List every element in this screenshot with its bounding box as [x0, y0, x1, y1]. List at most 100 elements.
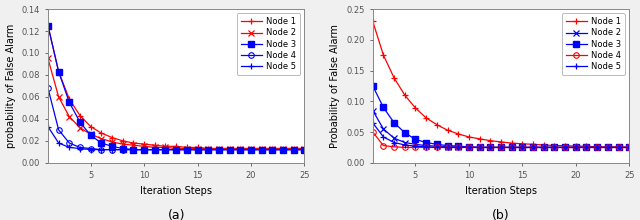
Node 3 — [454, 145, 462, 148]
Node 2 — [476, 146, 483, 149]
Node 4 — [550, 146, 558, 149]
Node 3 — [65, 101, 73, 104]
Node 1 — [301, 147, 308, 150]
Node 4 — [215, 148, 223, 151]
Node 3 — [162, 148, 170, 151]
Node 5 — [290, 148, 298, 151]
Node 3 — [593, 146, 601, 149]
Node 2 — [194, 147, 202, 150]
Node 1 — [444, 129, 451, 132]
Line: Node 3: Node 3 — [45, 23, 307, 152]
Node 5 — [380, 136, 387, 138]
Node 5 — [65, 146, 73, 149]
Node 2 — [561, 146, 569, 149]
Node 2 — [614, 146, 622, 149]
Node 2 — [129, 144, 137, 147]
Node 4 — [172, 148, 180, 151]
Node 2 — [44, 57, 52, 60]
Node 4 — [258, 148, 266, 151]
Node 4 — [572, 146, 580, 149]
Node 3 — [401, 131, 408, 134]
Node 4 — [508, 146, 515, 149]
Node 3 — [604, 146, 612, 149]
Node 1 — [44, 24, 52, 27]
Node 1 — [550, 144, 558, 147]
Node 3 — [183, 148, 191, 151]
Node 5 — [119, 148, 127, 151]
Node 5 — [236, 148, 244, 151]
Node 5 — [486, 146, 494, 149]
Node 5 — [454, 146, 462, 149]
Node 2 — [433, 145, 441, 148]
Line: Node 4: Node 4 — [45, 85, 307, 152]
Node 2 — [226, 147, 234, 150]
Node 3 — [561, 146, 569, 149]
Node 1 — [433, 123, 441, 126]
Node 3 — [550, 146, 558, 149]
Node 5 — [518, 146, 526, 149]
Node 3 — [444, 144, 451, 147]
Node 3 — [44, 24, 52, 27]
Node 1 — [204, 147, 212, 150]
Node 1 — [279, 147, 287, 150]
Node 2 — [593, 146, 601, 149]
Node 2 — [497, 146, 505, 149]
Node 1 — [140, 143, 148, 145]
Node 5 — [108, 148, 116, 151]
Node 2 — [258, 147, 266, 150]
Node 5 — [508, 146, 515, 149]
Text: (a): (a) — [168, 209, 185, 220]
Node 1 — [625, 146, 633, 149]
Node 2 — [401, 141, 408, 144]
Node 4 — [390, 145, 398, 148]
Node 5 — [476, 146, 483, 149]
Node 2 — [465, 146, 473, 149]
Node 3 — [433, 143, 441, 146]
Node 2 — [183, 147, 191, 150]
Node 4 — [194, 148, 202, 151]
Node 4 — [593, 146, 601, 149]
Node 4 — [269, 148, 276, 151]
Node 3 — [625, 146, 633, 149]
Node 5 — [401, 144, 408, 146]
Node 4 — [614, 146, 622, 149]
Node 1 — [119, 139, 127, 142]
Node 4 — [422, 146, 430, 149]
Node 5 — [151, 148, 159, 151]
Node 2 — [247, 147, 255, 150]
Node 5 — [129, 148, 137, 151]
Node 3 — [204, 148, 212, 151]
Node 1 — [129, 142, 137, 144]
Node 1 — [290, 147, 298, 150]
Node 2 — [204, 147, 212, 150]
Node 2 — [269, 147, 276, 150]
Node 2 — [454, 145, 462, 148]
Node 1 — [593, 145, 601, 148]
Node 2 — [279, 147, 287, 150]
Node 3 — [236, 148, 244, 151]
Node 3 — [518, 146, 526, 149]
Node 1 — [55, 70, 63, 73]
Node 4 — [279, 148, 287, 151]
Node 5 — [279, 148, 287, 151]
Node 2 — [301, 147, 308, 150]
Node 3 — [140, 148, 148, 151]
Node 1 — [369, 20, 376, 23]
Node 2 — [290, 147, 298, 150]
Node 1 — [486, 139, 494, 142]
Node 2 — [236, 147, 244, 150]
Node 5 — [162, 148, 170, 151]
Node 3 — [529, 146, 537, 149]
Node 2 — [444, 145, 451, 148]
Node 2 — [412, 143, 419, 146]
Node 3 — [476, 146, 483, 149]
Node 3 — [486, 146, 494, 149]
Node 5 — [172, 148, 180, 151]
Node 2 — [508, 146, 515, 149]
Line: Node 2: Node 2 — [45, 56, 307, 151]
Node 4 — [540, 146, 548, 149]
Node 4 — [76, 146, 84, 149]
Node 2 — [540, 146, 548, 149]
Node 3 — [129, 148, 137, 151]
Node 4 — [380, 144, 387, 147]
